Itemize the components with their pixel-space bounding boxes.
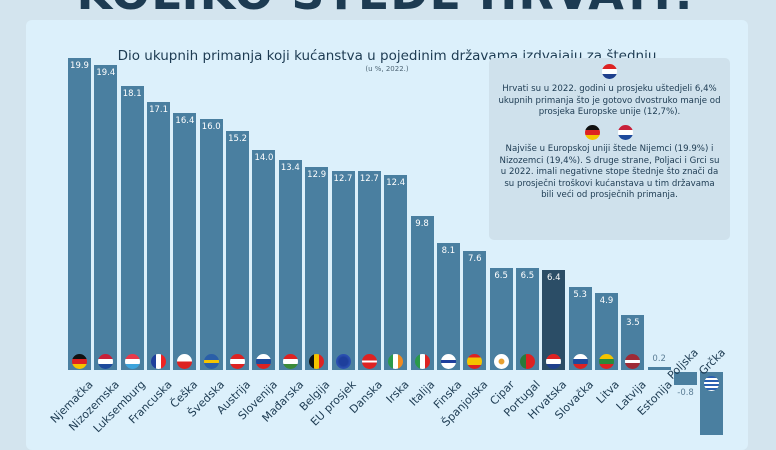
netherlands-flag-icon: [618, 125, 633, 140]
value-label: 7.6: [467, 253, 482, 264]
bar-luksemburg: [120, 85, 144, 370]
value-label: 0.2: [652, 353, 666, 364]
info-box: Hrvati su u 2022. godini u prosjeku ušte…: [489, 58, 730, 240]
flag-icon: [704, 376, 720, 391]
bar-švedska: [199, 118, 223, 370]
value-label: 9.8: [415, 219, 429, 230]
flag-icon: [625, 354, 641, 369]
bar-danska: [357, 170, 381, 370]
category-label: Irska: [383, 378, 412, 406]
bar-finska: [436, 242, 460, 370]
bar-hrvatska: [542, 269, 566, 370]
flag-icon: [177, 354, 193, 369]
flag-icon: [572, 354, 588, 369]
value-label: 4.9: [599, 296, 614, 307]
bar-austrija: [226, 131, 250, 370]
bar-belgija: [305, 167, 329, 370]
value-label: 12.7: [359, 173, 379, 184]
value-label: 18.1: [122, 88, 142, 99]
bar-estonija: [647, 366, 671, 370]
value-label: 12.4: [386, 178, 406, 189]
bar-chart: 19.9 Njemačka 19.4 Nizozemska 18.1 Luksemburg…: [47, 57, 728, 435]
value-label: 6.4: [547, 272, 561, 283]
value-label: 12.7: [333, 173, 353, 184]
value-label: 5.3: [573, 289, 587, 300]
flag-icon: [335, 354, 351, 369]
bar-irska: [384, 175, 408, 370]
info-text-eu: Najviše u Europskoj uniji štede Nijemci …: [499, 144, 720, 200]
value-label: 15.2: [228, 134, 248, 145]
value-label: 17.1: [149, 104, 169, 115]
flag-icon: [519, 354, 535, 369]
bar-slovenija: [252, 150, 276, 370]
bar-češka: [173, 112, 197, 370]
flag-icon: [546, 354, 562, 369]
value-label: 14.0: [254, 153, 274, 164]
flag-icon: [440, 354, 456, 369]
flag-icon: [414, 354, 430, 369]
flag-icon: [309, 354, 325, 369]
flag-icon: [98, 354, 114, 369]
value-label: 19.4: [96, 68, 116, 79]
bar-litva: [595, 293, 618, 370]
value-label: 3.5: [626, 318, 640, 329]
value-label: 13.4: [280, 162, 300, 173]
chart-subtitle: (u %, 2022.): [365, 65, 409, 73]
flag-icon: [230, 354, 246, 369]
value-label: -0.8: [677, 387, 694, 398]
flag-icon: [599, 354, 614, 369]
value-label: 16.4: [175, 115, 195, 126]
flag-icon: [467, 354, 483, 369]
bar-slovačka: [568, 286, 592, 370]
value-label: 6.5: [494, 270, 508, 281]
flag-icon: [282, 354, 298, 369]
flag-icon: [388, 354, 404, 369]
germany-flag-icon: [585, 125, 600, 140]
bar-cipar: [489, 267, 513, 370]
croatia-flag-icon: [602, 64, 617, 79]
bar-španjolska: [463, 250, 487, 370]
flag-icon: [493, 354, 509, 369]
bar-portugal: [515, 267, 539, 370]
value-label: 12.9: [307, 170, 327, 181]
flag-icon: [203, 354, 219, 369]
value-label: 16.0: [201, 121, 221, 132]
bar-mađarska: [278, 159, 302, 370]
info-text-croatia: Hrvati su u 2022. godini u prosjeku ušte…: [498, 84, 721, 117]
flag-icon: [124, 354, 140, 369]
page-title: KOLIKO ŠTEDE HRVATI?: [0, 0, 776, 20]
flag-icon: [151, 354, 167, 369]
value-label: 6.5: [520, 270, 535, 281]
value-label: 19.9: [70, 60, 89, 71]
bar-eu-prosjek: [331, 170, 355, 370]
value-label: 8.1: [441, 245, 456, 256]
bar-francuska: [147, 101, 171, 370]
flag-icon: [361, 354, 377, 369]
bar-nizozemska: [94, 65, 118, 370]
flag-icon: [72, 354, 87, 369]
bar-italija: [410, 216, 434, 370]
flag-icon: [256, 354, 272, 369]
bar-poljska: [674, 372, 698, 385]
bar-njemačka: [68, 57, 91, 370]
